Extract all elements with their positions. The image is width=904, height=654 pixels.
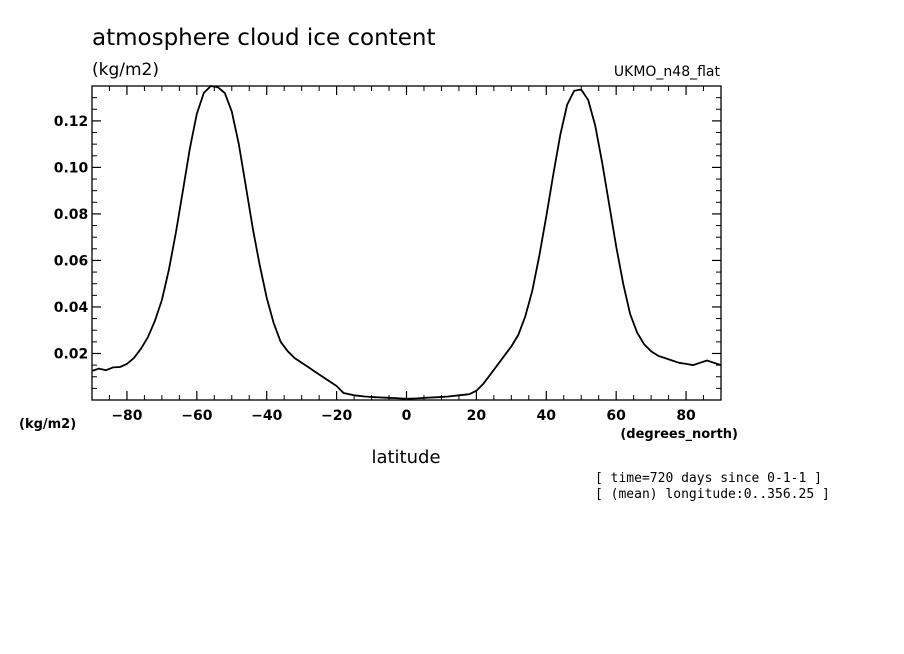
x-tick-label: −60 <box>181 408 212 424</box>
x-tick-label: 80 <box>676 408 696 424</box>
y-tick-label: 0.02 <box>54 346 89 362</box>
y-tick-label: 0.12 <box>54 114 89 130</box>
model-label: UKMO_n48_flat <box>614 64 721 80</box>
x-tick-label: −20 <box>321 408 352 424</box>
plot-frame <box>91 85 722 401</box>
chart-title: atmosphere cloud ice content <box>92 25 435 51</box>
y-axis-units: (kg/m2) <box>19 417 76 432</box>
x-tick-label: 0 <box>402 408 412 424</box>
x-tick-label: −80 <box>111 408 142 424</box>
y-tick-label: 0.08 <box>54 207 89 223</box>
x-tick-label: 40 <box>537 408 557 424</box>
series-lines <box>91 85 722 400</box>
y-tick-label: 0.10 <box>54 160 89 176</box>
y-tick-label: 0.04 <box>54 300 89 316</box>
x-axis-units: (degrees_north) <box>620 427 738 442</box>
axis-ticks <box>91 85 722 400</box>
y-tick-label: 0.06 <box>54 253 89 269</box>
series-line <box>91 85 722 400</box>
x-tick-labels: −80 −60 −40 −20 0 20 40 60 80 <box>111 408 696 424</box>
units-label: (kg/m2) <box>92 60 159 80</box>
x-tick-label: −40 <box>251 408 282 424</box>
x-tick-label: 20 <box>467 408 487 424</box>
note-longitude: [ (mean) longitude:0..356.25 ] <box>595 487 830 502</box>
note-time: [ time=720 days since 0-1-1 ] <box>595 471 822 486</box>
y-tick-labels: 0.02 0.04 0.06 0.08 0.10 0.12 <box>54 114 89 363</box>
x-tick-label: 60 <box>606 408 626 424</box>
x-axis-label: latitude <box>371 447 440 468</box>
